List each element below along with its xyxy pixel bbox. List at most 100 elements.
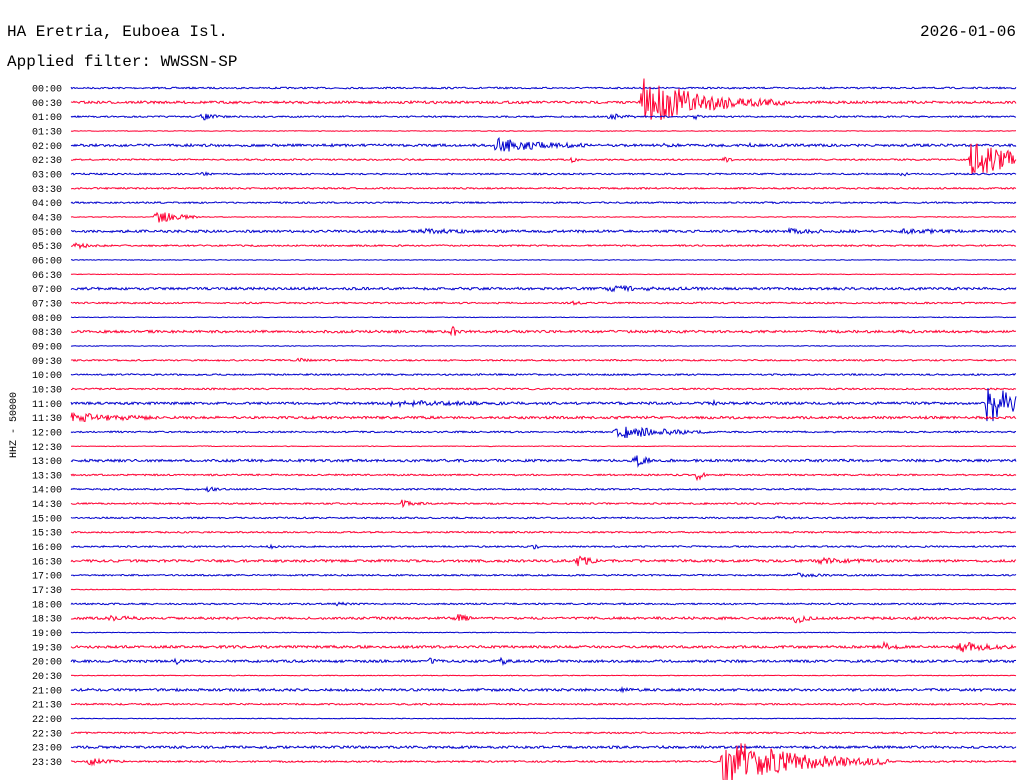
row-time-label: 12:30 [32, 443, 62, 454]
trace-line [70, 211, 1017, 223]
trace-line [70, 273, 1016, 276]
trace-line [70, 530, 1017, 534]
trace-line [70, 640, 1017, 653]
trace-line [70, 325, 1017, 337]
trace-line [70, 86, 1017, 90]
row-time-label: 03:00 [32, 171, 62, 182]
trace-line [70, 284, 1017, 293]
row-time-label: 02:00 [32, 142, 62, 153]
row-time-label: 18:00 [32, 600, 62, 611]
row-time-label: 04:00 [32, 199, 62, 210]
trace-line [70, 601, 1017, 607]
row-time-label: 14:00 [32, 486, 62, 497]
trace-line [70, 686, 1017, 694]
trace-line [70, 426, 1017, 439]
row-time-label: 16:00 [32, 543, 62, 554]
trace-line [70, 387, 1017, 422]
row-time-label: 21:30 [32, 701, 62, 712]
row-time-label: 22:30 [32, 729, 62, 740]
trace-line [70, 744, 1017, 750]
seismic-traces [70, 78, 1017, 780]
trace-line [70, 201, 1017, 205]
row-time-labels: 00:00 00:30 01:00 01:30 02:00 02:30 03:00 03:30… [32, 85, 62, 770]
row-time-label: 08:30 [32, 328, 62, 339]
row-time-label: 01:00 [32, 113, 62, 124]
trace-line [70, 186, 1017, 191]
trace-line [70, 387, 1017, 391]
row-time-label: 09:30 [32, 357, 62, 368]
trace-line [70, 130, 1016, 132]
trace-line [70, 614, 1017, 624]
row-time-label: 05:00 [32, 228, 62, 239]
row-time-label: 01:30 [32, 128, 62, 139]
row-time-label: 16:30 [32, 557, 62, 568]
trace-line [70, 300, 1017, 306]
trace-line [70, 543, 1017, 550]
row-time-label: 07:30 [32, 299, 62, 310]
trace-line [70, 588, 1017, 591]
row-time-label: 02:30 [32, 156, 62, 167]
row-time-label: 11:00 [32, 400, 62, 411]
trace-line [70, 171, 1017, 177]
station-title: HA Eretria, Euboea Isl. [7, 23, 228, 41]
row-time-label: 06:00 [32, 257, 62, 268]
y-axis-label: HHZ - 50000 [9, 392, 20, 458]
trace-line [70, 731, 1017, 735]
trace-line [70, 485, 1017, 493]
filter-label: Applied filter: WWSSN-SP [7, 53, 237, 71]
trace-line [71, 242, 1017, 250]
trace-line [70, 258, 1017, 261]
trace-line [70, 412, 1017, 423]
row-time-label: 19:30 [32, 643, 62, 654]
row-time-label: 13:30 [32, 471, 62, 482]
row-time-label: 10:00 [32, 371, 62, 382]
trace-line [70, 656, 1017, 667]
row-time-label: 19:00 [32, 629, 62, 640]
trace-line [70, 743, 1017, 780]
row-time-label: 20:00 [32, 658, 62, 669]
row-time-label: 22:00 [32, 715, 62, 726]
row-time-label: 23:30 [32, 758, 62, 769]
trace-line [70, 702, 1016, 706]
trace-line [70, 78, 1017, 120]
row-time-label: 03:30 [32, 185, 62, 196]
row-time-label: 20:30 [32, 672, 62, 683]
row-time-label: 06:30 [32, 271, 62, 282]
row-time-label: 17:00 [32, 572, 62, 583]
row-time-label: 12:00 [32, 428, 62, 439]
trace-line [70, 515, 1017, 520]
row-time-label: 07:00 [32, 285, 62, 296]
trace-line [71, 445, 1017, 448]
row-time-label: 15:00 [32, 514, 62, 525]
trace-line [70, 555, 1017, 567]
trace-line [70, 717, 1017, 720]
trace-line [70, 499, 1017, 509]
trace-line [70, 471, 1017, 482]
trace-line [70, 316, 1017, 319]
trace-line [70, 631, 1017, 634]
trace-line [70, 113, 1017, 121]
trace-line [70, 345, 1017, 347]
trace-line [70, 357, 1017, 363]
date-label: 2026-01-06 [920, 23, 1016, 41]
trace-line [70, 143, 1017, 175]
row-time-label: 15:30 [32, 529, 62, 540]
row-time-label: 04:30 [32, 214, 62, 225]
row-time-label: 21:00 [32, 686, 62, 697]
row-time-label: 17:30 [32, 586, 62, 597]
trace-line [70, 372, 1017, 377]
row-time-label: 13:00 [32, 457, 62, 468]
row-time-label: 11:30 [32, 414, 62, 425]
row-time-label: 14:30 [32, 500, 62, 511]
row-time-label: 18:30 [32, 615, 62, 626]
row-time-label: 08:00 [32, 314, 62, 325]
row-time-label: 00:30 [32, 99, 62, 110]
row-time-label: 05:30 [32, 242, 62, 253]
row-time-label: 23:00 [32, 744, 62, 755]
trace-line [70, 674, 1017, 677]
row-time-label: 00:00 [32, 85, 62, 96]
trace-line [70, 572, 1017, 578]
row-time-label: 10:30 [32, 385, 62, 396]
trace-line [70, 137, 1017, 152]
